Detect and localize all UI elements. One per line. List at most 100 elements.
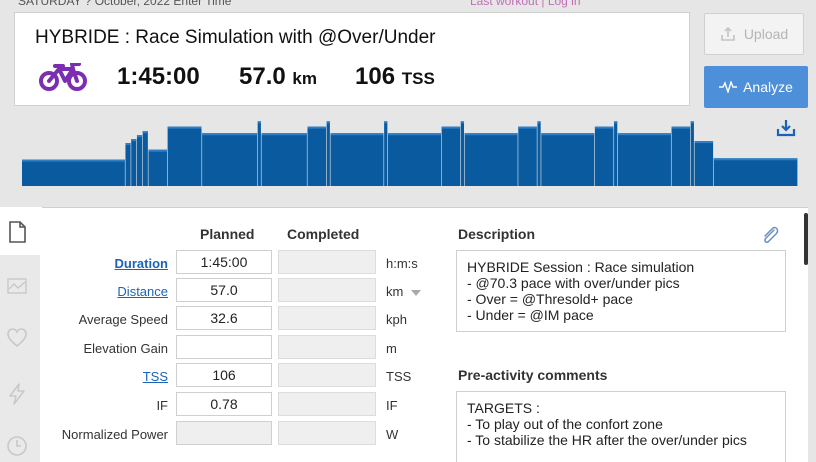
elevation-gain-completed-input[interactable] <box>278 335 376 359</box>
scroll-indicator[interactable] <box>804 213 808 265</box>
upload-button[interactable]: Upload <box>704 13 804 55</box>
if-planned-input[interactable]: 0.78 <box>176 392 272 416</box>
elevation-gain-label: Elevation Gain <box>83 341 168 356</box>
distance-unit-select[interactable]: km <box>386 284 422 299</box>
planned-tss: 106 TSS <box>355 63 435 91</box>
tss-completed-input[interactable] <box>278 363 376 387</box>
workout-step-bar[interactable] <box>326 121 330 186</box>
average-speed-completed-input[interactable] <box>278 306 376 330</box>
workout-step-bar[interactable] <box>671 126 691 186</box>
workout-step-bar-cap <box>518 126 537 129</box>
workout-step-bar[interactable] <box>261 133 307 186</box>
workout-step-bar-cap <box>594 126 614 129</box>
workout-step-bar[interactable] <box>136 135 143 186</box>
planned-distance-value: 57.0 <box>239 63 286 90</box>
clock-icon[interactable] <box>6 435 28 457</box>
description-textarea[interactable]: HYBRIDE Session : Race simulation - @70.… <box>456 250 786 332</box>
workout-step-bar[interactable] <box>537 121 541 186</box>
workout-step-bar-cap <box>614 121 618 124</box>
duration-planned-input[interactable]: 1:45:00 <box>176 250 272 274</box>
heart-icon[interactable] <box>6 327 28 349</box>
workout-step-bar[interactable] <box>614 121 618 186</box>
elevation-gain-planned-input[interactable] <box>176 335 272 359</box>
duration-label[interactable]: Duration <box>114 256 168 271</box>
planned-distance-unit: km <box>292 69 317 88</box>
workout-summary-card: HYBRIDE : Race Simulation with @Over/Und… <box>14 12 690 106</box>
if-label: IF <box>156 398 168 413</box>
workout-step-bar-cap <box>537 121 541 124</box>
workout-step-bar-cap <box>387 133 442 136</box>
workout-step-bar[interactable] <box>307 126 327 186</box>
workout-step-bar[interactable] <box>142 131 148 186</box>
duration-completed-input[interactable] <box>278 250 376 274</box>
planned-tss-value: 106 <box>355 63 396 90</box>
workout-step-bar[interactable] <box>387 133 442 186</box>
workout-step-bar[interactable] <box>441 126 461 186</box>
workout-step-bar-cap <box>460 121 465 124</box>
download-icon[interactable] <box>776 118 796 138</box>
description-heading: Description <box>458 226 536 242</box>
workout-step-bar-cap <box>671 126 691 129</box>
if-completed-input[interactable] <box>278 392 376 416</box>
workout-step-bar[interactable] <box>167 126 202 186</box>
workout-step-bar[interactable] <box>464 133 518 186</box>
workout-step-bar[interactable] <box>690 121 694 186</box>
workout-step-bar[interactable] <box>202 133 258 186</box>
distance-completed-input[interactable] <box>278 278 376 302</box>
chart-icon[interactable] <box>6 275 28 297</box>
top-strip: SATURDAY ? October, 2022 Enter Time Last… <box>0 0 816 10</box>
workout-step-bar-cap <box>713 158 798 161</box>
workout-step-bar-cap <box>167 126 202 129</box>
workout-step-bar[interactable] <box>131 139 137 186</box>
workout-step-bar-cap <box>148 149 168 152</box>
document-icon[interactable] <box>6 221 28 243</box>
paperclip-icon[interactable] <box>760 224 780 246</box>
average-speed-label: Average Speed <box>78 312 168 327</box>
tss-label[interactable]: TSS <box>142 369 168 384</box>
workout-step-bar[interactable] <box>594 126 614 186</box>
pulse-icon <box>719 81 738 93</box>
workout-step-bar[interactable] <box>694 141 714 186</box>
workout-step-bar[interactable] <box>125 143 131 186</box>
pre-activity-heading: Pre-activity comments <box>458 367 608 383</box>
analyze-label: Analyze <box>743 79 793 95</box>
planned-column-header: Planned <box>200 226 255 242</box>
average-speed-unit: kph <box>386 312 407 327</box>
analyze-button[interactable]: Analyze <box>704 66 808 108</box>
lightning-icon[interactable] <box>6 383 28 405</box>
workout-step-bar-cap <box>541 133 595 136</box>
workout-step-bar-cap <box>330 133 384 136</box>
average-speed-planned-input[interactable]: 32.6 <box>176 306 272 330</box>
workout-step-bar[interactable] <box>257 121 261 186</box>
workout-step-bar[interactable] <box>384 121 388 186</box>
workout-step-bar-cap <box>202 133 258 136</box>
workout-step-bar-cap <box>694 141 714 144</box>
duration-unit: h:m:s <box>386 256 418 271</box>
workout-step-bar[interactable] <box>518 126 537 186</box>
upload-icon <box>721 26 735 41</box>
normalized-power-completed-input[interactable] <box>278 421 376 445</box>
chevron-down-icon <box>411 289 422 296</box>
distance-label[interactable]: Distance <box>117 284 168 299</box>
workout-step-bar[interactable] <box>148 149 168 186</box>
normalized-power-planned-input[interactable] <box>176 421 272 445</box>
workout-step-bar[interactable] <box>460 121 465 186</box>
pre-activity-textarea[interactable]: TARGETS : - To play out of the confort z… <box>456 391 786 462</box>
workout-structure-chart[interactable] <box>22 120 798 186</box>
normalized-power-label: Normalized Power <box>61 427 168 442</box>
workout-step-bar-cap <box>384 121 388 124</box>
workout-step-bar[interactable] <box>330 133 384 186</box>
top-links[interactable]: Last workout | Log in <box>470 0 581 8</box>
workout-step-bar[interactable] <box>713 158 798 186</box>
workout-step-bar-cap <box>617 133 671 136</box>
date-header: SATURDAY ? October, 2022 Enter Time <box>18 0 232 8</box>
workout-step-bar-cap <box>464 133 518 136</box>
workout-step-bar-cap <box>326 121 330 124</box>
workout-step-bar[interactable] <box>617 133 671 186</box>
tss-planned-input[interactable]: 106 <box>176 363 272 387</box>
planned-duration: 1:45:00 <box>117 63 200 90</box>
tss-unit: TSS <box>386 369 412 384</box>
workout-step-bar[interactable] <box>22 159 125 186</box>
workout-step-bar[interactable] <box>541 133 595 186</box>
distance-planned-input[interactable]: 57.0 <box>176 278 272 302</box>
